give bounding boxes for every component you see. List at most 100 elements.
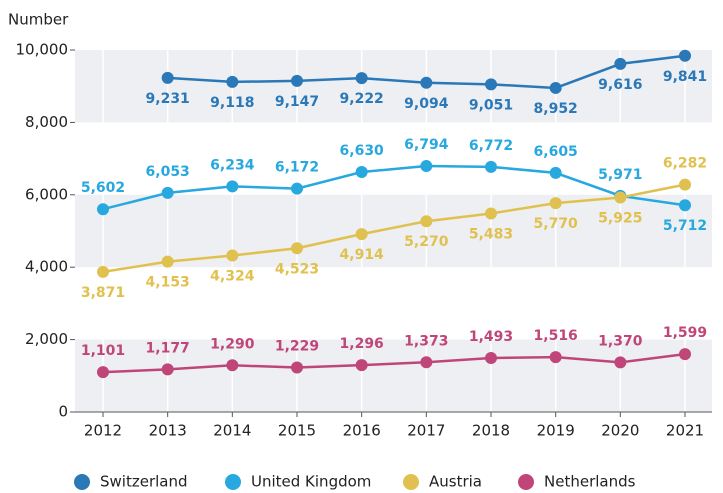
legend-label: Austria (429, 473, 482, 491)
value-label: 9,841 (663, 69, 707, 85)
value-label: 1,290 (210, 336, 255, 352)
value-label: 9,094 (404, 96, 449, 112)
point (549, 351, 562, 364)
point (355, 72, 368, 85)
point (161, 363, 174, 376)
point (549, 197, 562, 210)
point (549, 166, 562, 179)
point (614, 57, 627, 70)
point (226, 180, 239, 193)
grid-band (75, 50, 712, 123)
value-label: 4,914 (340, 247, 385, 263)
value-label: 5,971 (598, 167, 642, 183)
x-tick-label: 2018 (472, 422, 510, 440)
point (291, 182, 303, 195)
point (226, 75, 239, 88)
point (161, 71, 174, 84)
series-line (102, 183, 686, 274)
point (97, 366, 109, 379)
point (97, 203, 109, 216)
value-label: 6,172 (275, 160, 319, 176)
x-tick-label: 2012 (84, 422, 122, 440)
value-label: 5,270 (404, 234, 449, 250)
point (549, 81, 562, 94)
value-label: 1,101 (81, 343, 125, 359)
y-axis-label: Number (8, 11, 69, 29)
grid-band (75, 339, 712, 412)
value-label: 5,925 (598, 211, 642, 227)
series-line (102, 352, 686, 374)
value-label: 9,222 (340, 91, 384, 107)
point (420, 76, 433, 89)
point (485, 78, 497, 91)
point (614, 191, 627, 204)
value-label: 9,616 (598, 77, 642, 93)
legend-marker (403, 474, 419, 490)
y-tick-label: 6,000 (25, 185, 68, 203)
point (420, 215, 433, 228)
point (355, 165, 368, 178)
value-label: 9,147 (275, 94, 319, 110)
point (291, 361, 303, 374)
value-label: 1,493 (469, 329, 513, 345)
point (679, 199, 691, 212)
point (420, 356, 433, 369)
legend-marker (518, 474, 534, 490)
x-tick-label: 2015 (278, 422, 316, 440)
value-label: 1,177 (146, 340, 190, 356)
point (97, 265, 109, 278)
legend-marker (74, 474, 90, 490)
value-label: 9,051 (469, 97, 513, 113)
legend-marker (225, 474, 241, 490)
value-label: 3,871 (81, 285, 125, 301)
value-label: 6,794 (404, 137, 449, 153)
value-label: 5,483 (469, 227, 513, 243)
value-label: 5,770 (534, 216, 579, 232)
value-label: 6,630 (340, 143, 385, 159)
x-tick-label: 2017 (407, 422, 445, 440)
point (679, 348, 691, 361)
value-label: 6,605 (534, 144, 578, 160)
x-tick-label: 2016 (343, 422, 381, 440)
value-label: 9,231 (146, 91, 190, 107)
value-label: 8,952 (534, 101, 578, 117)
y-tick-label: 2,000 (25, 330, 68, 348)
point (679, 178, 691, 191)
x-tick-label: 2020 (601, 422, 639, 440)
point (679, 49, 691, 62)
x-tick-label: 2021 (666, 422, 704, 440)
point (355, 359, 368, 372)
value-label: 6,282 (663, 156, 707, 172)
value-label: 5,712 (663, 218, 707, 234)
value-label: 1,373 (404, 333, 448, 349)
value-label: 4,523 (275, 261, 319, 277)
value-label: 6,772 (469, 138, 513, 154)
y-tick-label: 10,000 (16, 41, 69, 59)
point (485, 160, 497, 173)
value-label: 6,234 (210, 157, 255, 173)
point (161, 186, 174, 199)
point (420, 160, 433, 173)
point (226, 249, 239, 262)
point (614, 356, 627, 369)
value-label: 1,370 (598, 333, 643, 349)
value-label: 9,118 (210, 95, 254, 111)
point (485, 351, 497, 364)
point (226, 359, 239, 372)
value-label: 1,229 (275, 339, 319, 355)
grid-band (75, 194, 712, 268)
value-label: 6,053 (146, 164, 190, 180)
x-tick-label: 2013 (149, 422, 187, 440)
value-label: 4,324 (210, 268, 255, 284)
y-tick-label: 4,000 (25, 258, 68, 276)
point (161, 255, 174, 268)
x-tick-label: 2014 (213, 422, 251, 440)
value-label: 1,296 (340, 336, 384, 352)
y-tick-label: 0 (58, 403, 68, 421)
value-label: 1,599 (663, 325, 707, 341)
series-line (102, 164, 686, 211)
legend-label: United Kingdom (251, 473, 371, 491)
x-tick-label: 2019 (537, 422, 575, 440)
point (291, 74, 303, 87)
